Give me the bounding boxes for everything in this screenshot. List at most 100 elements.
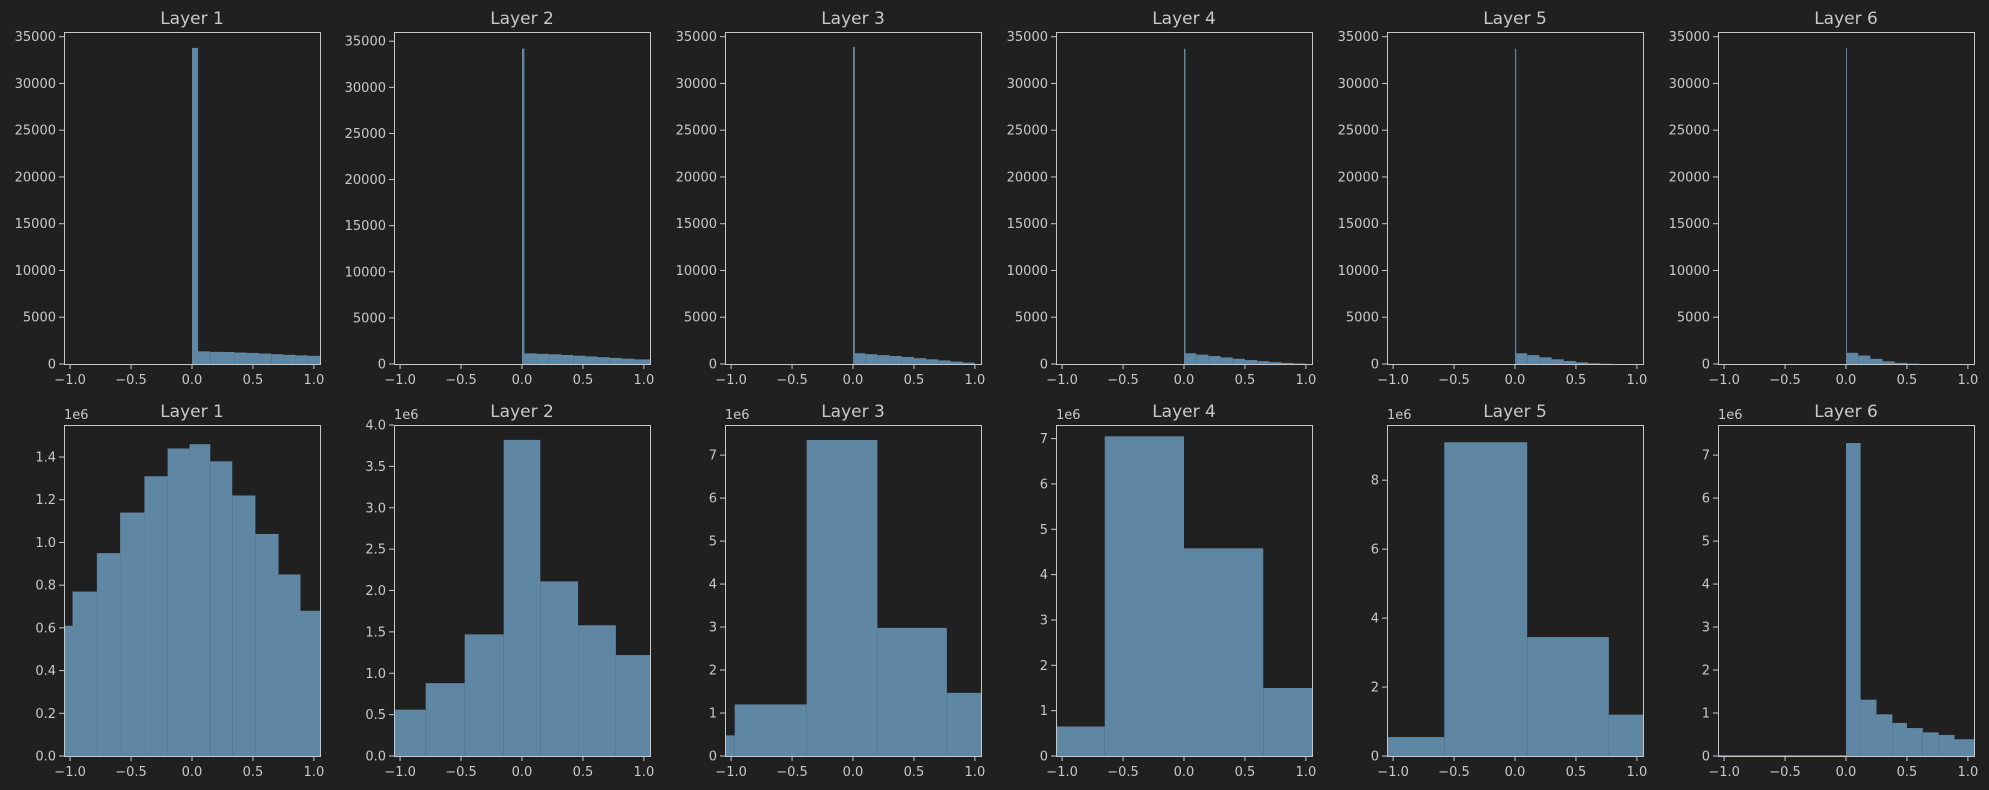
y-tick-label: 0 bbox=[1371, 750, 1379, 765]
subplot-title: Layer 4 bbox=[1152, 9, 1216, 29]
histogram-bar bbox=[1515, 48, 1517, 364]
histogram-bar bbox=[1516, 353, 1528, 364]
histogram-panel: Layer 1 0 5000 10000 15000 20000 25000 30000 350… bbox=[15, 9, 325, 388]
y-tick-label: 35000 bbox=[1007, 30, 1048, 45]
y-tick-label: 7 bbox=[709, 449, 717, 464]
histogram-bar bbox=[234, 352, 247, 364]
x-tick-label: 0.0 bbox=[843, 765, 864, 780]
x-tick-label: −1.0 bbox=[1708, 373, 1740, 388]
x-tick-label: 1.0 bbox=[1627, 373, 1648, 388]
histogram-bar bbox=[634, 359, 650, 364]
x-tick-label: −0.5 bbox=[115, 373, 147, 388]
histogram-bar bbox=[806, 440, 878, 756]
histogram-bar bbox=[950, 361, 963, 364]
histogram-bar bbox=[1588, 363, 1601, 364]
y-offset-label: 1e6 bbox=[725, 408, 750, 423]
y-tick-label: 25000 bbox=[15, 124, 56, 139]
histogram-bar bbox=[295, 355, 308, 364]
y-tick-label: 3 bbox=[709, 621, 717, 636]
y-tick-label: 20000 bbox=[1669, 170, 1710, 185]
x-tick-label: −0.5 bbox=[1769, 765, 1801, 780]
y-tick-label: 1 bbox=[709, 707, 717, 722]
histogram-bar bbox=[1954, 739, 1974, 756]
y-tick-label: 25000 bbox=[345, 127, 386, 142]
y-tick-label: 0.0 bbox=[35, 750, 56, 765]
histogram-bar bbox=[609, 357, 622, 364]
y-tick-label: 25000 bbox=[1338, 124, 1379, 139]
histogram-bar bbox=[615, 655, 650, 756]
histogram-bar bbox=[1208, 356, 1221, 364]
histogram-panel: Layer 2 0 5000 10000 15000 20000 25000 30000 350… bbox=[345, 9, 655, 388]
x-tick-label: 1.0 bbox=[965, 765, 986, 780]
histogram-bar bbox=[578, 625, 616, 756]
histogram-bar bbox=[548, 354, 562, 364]
y-offset-label: 1e6 bbox=[1387, 408, 1412, 423]
histogram-bar bbox=[425, 683, 465, 756]
x-tick-label: 1.0 bbox=[634, 373, 655, 388]
x-tick-label: −1.0 bbox=[1708, 765, 1740, 780]
histogram-bar bbox=[222, 352, 235, 364]
y-tick-label: 15000 bbox=[1338, 217, 1379, 232]
histogram-bar bbox=[1906, 728, 1923, 756]
y-tick-label: 1 bbox=[1040, 704, 1048, 719]
y-tick-label: 5 bbox=[1702, 535, 1710, 550]
histogram-bar bbox=[255, 533, 279, 756]
x-tick-label: −0.5 bbox=[1107, 373, 1139, 388]
y-tick-label: 15000 bbox=[345, 219, 386, 234]
y-tick-label: 0.4 bbox=[35, 664, 56, 679]
x-tick-label: 0.0 bbox=[1836, 765, 1857, 780]
histogram-bar bbox=[1718, 755, 1846, 756]
subplot-grid: Layer 1050001000015000200002500030000350… bbox=[15, 9, 1979, 780]
histogram-bar bbox=[307, 355, 320, 364]
histogram-bar bbox=[300, 610, 320, 756]
histogram-bar bbox=[283, 354, 296, 364]
subplot-title: Layer 5 bbox=[1483, 402, 1547, 422]
histogram-bar bbox=[1244, 360, 1258, 364]
histogram-bar bbox=[938, 360, 951, 364]
histogram-bar bbox=[1257, 361, 1270, 364]
y-tick-label: 30000 bbox=[676, 77, 717, 92]
x-tick-label: −1.0 bbox=[1046, 765, 1078, 780]
y-tick-label: 0 bbox=[709, 750, 717, 765]
y-tick-label: 2 bbox=[1040, 659, 1048, 674]
histogram-bar bbox=[198, 351, 211, 364]
x-tick-label: −1.0 bbox=[54, 765, 86, 780]
y-tick-label: 4 bbox=[1371, 612, 1379, 627]
histogram-bar bbox=[1539, 357, 1552, 364]
y-tick-label: 3 bbox=[1040, 613, 1048, 628]
y-tick-label: 6 bbox=[1040, 477, 1048, 492]
y-tick-label: 0.2 bbox=[35, 707, 56, 722]
y-tick-label: 0.5 bbox=[365, 708, 386, 723]
histogram-bar bbox=[1551, 359, 1564, 364]
y-tick-label: 5000 bbox=[1677, 311, 1710, 326]
y-tick-label: 10000 bbox=[1007, 264, 1048, 279]
histogram-bar bbox=[877, 355, 890, 364]
histogram-bar bbox=[1892, 722, 1907, 756]
y-tick-label: 10000 bbox=[345, 265, 386, 280]
x-tick-label: 0.0 bbox=[843, 373, 864, 388]
x-tick-label: −1.0 bbox=[1377, 765, 1409, 780]
x-tick-label: −1.0 bbox=[1046, 373, 1078, 388]
histogram-bar bbox=[1220, 357, 1233, 364]
y-tick-label: 7 bbox=[1702, 449, 1710, 464]
x-tick-label: 1.0 bbox=[1958, 373, 1979, 388]
histogram-bar bbox=[926, 359, 939, 364]
y-tick-label: 4 bbox=[1702, 578, 1710, 593]
histogram-bar bbox=[144, 476, 168, 756]
x-tick-label: 1.0 bbox=[1958, 765, 1979, 780]
subplot-title: Layer 1 bbox=[160, 402, 224, 422]
histogram-bar bbox=[394, 709, 426, 756]
x-tick-label: 1.0 bbox=[304, 765, 325, 780]
subplot-title: Layer 1 bbox=[160, 9, 224, 29]
y-tick-label: 25000 bbox=[1007, 124, 1048, 139]
x-tick-label: 1.0 bbox=[965, 373, 986, 388]
histogram-panel: Layer 2 0.0 0.5 1.0 1.5 2.0 2.5 3.0 3.5 4.0 −1.0 −0… bbox=[365, 402, 654, 780]
x-tick-label: 0.0 bbox=[1836, 373, 1857, 388]
y-tick-label: 35000 bbox=[1669, 30, 1710, 45]
y-tick-label: 0 bbox=[1702, 750, 1710, 765]
histogram-bar bbox=[865, 354, 878, 364]
x-tick-label: −0.5 bbox=[776, 373, 808, 388]
x-tick-label: 0.5 bbox=[243, 373, 264, 388]
histogram-bar bbox=[1293, 363, 1306, 364]
